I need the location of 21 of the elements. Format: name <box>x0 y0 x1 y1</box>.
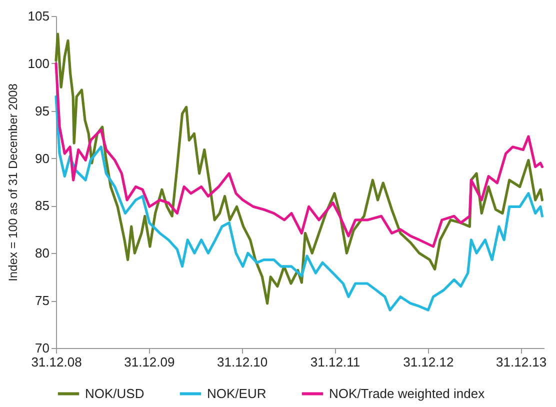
y-tick-label: 100 <box>28 56 50 71</box>
legend-label: NOK/USD <box>85 386 144 401</box>
x-tick-label: 31.12.09 <box>124 354 175 370</box>
x-tick-label: 31.12.08 <box>31 354 82 370</box>
line-series <box>54 62 544 248</box>
y-tick-label: 95 <box>35 103 50 118</box>
y-tick-label: 105 <box>28 8 50 24</box>
y-tick-label: 80 <box>35 246 50 261</box>
legend-label: NOK/Trade weighted index <box>329 386 486 401</box>
line-series <box>54 95 544 312</box>
y-tick-label: 85 <box>35 198 50 214</box>
x-tick-label: 31.12.10 <box>217 354 268 370</box>
y-tick-label: 70 <box>35 340 50 356</box>
y-tick-label: 75 <box>35 293 50 308</box>
x-tick-label: 31.12.12 <box>403 354 454 370</box>
line-series <box>54 32 544 305</box>
x-tick-label: 31.12.13 <box>496 354 547 370</box>
y-tick-label: 90 <box>35 150 50 166</box>
x-tick-label: 31.12.11 <box>310 354 360 370</box>
legend-label: NOK/EUR <box>207 386 266 401</box>
y-axis-title: Index = 100 as of 31 December 2008 <box>6 83 20 282</box>
